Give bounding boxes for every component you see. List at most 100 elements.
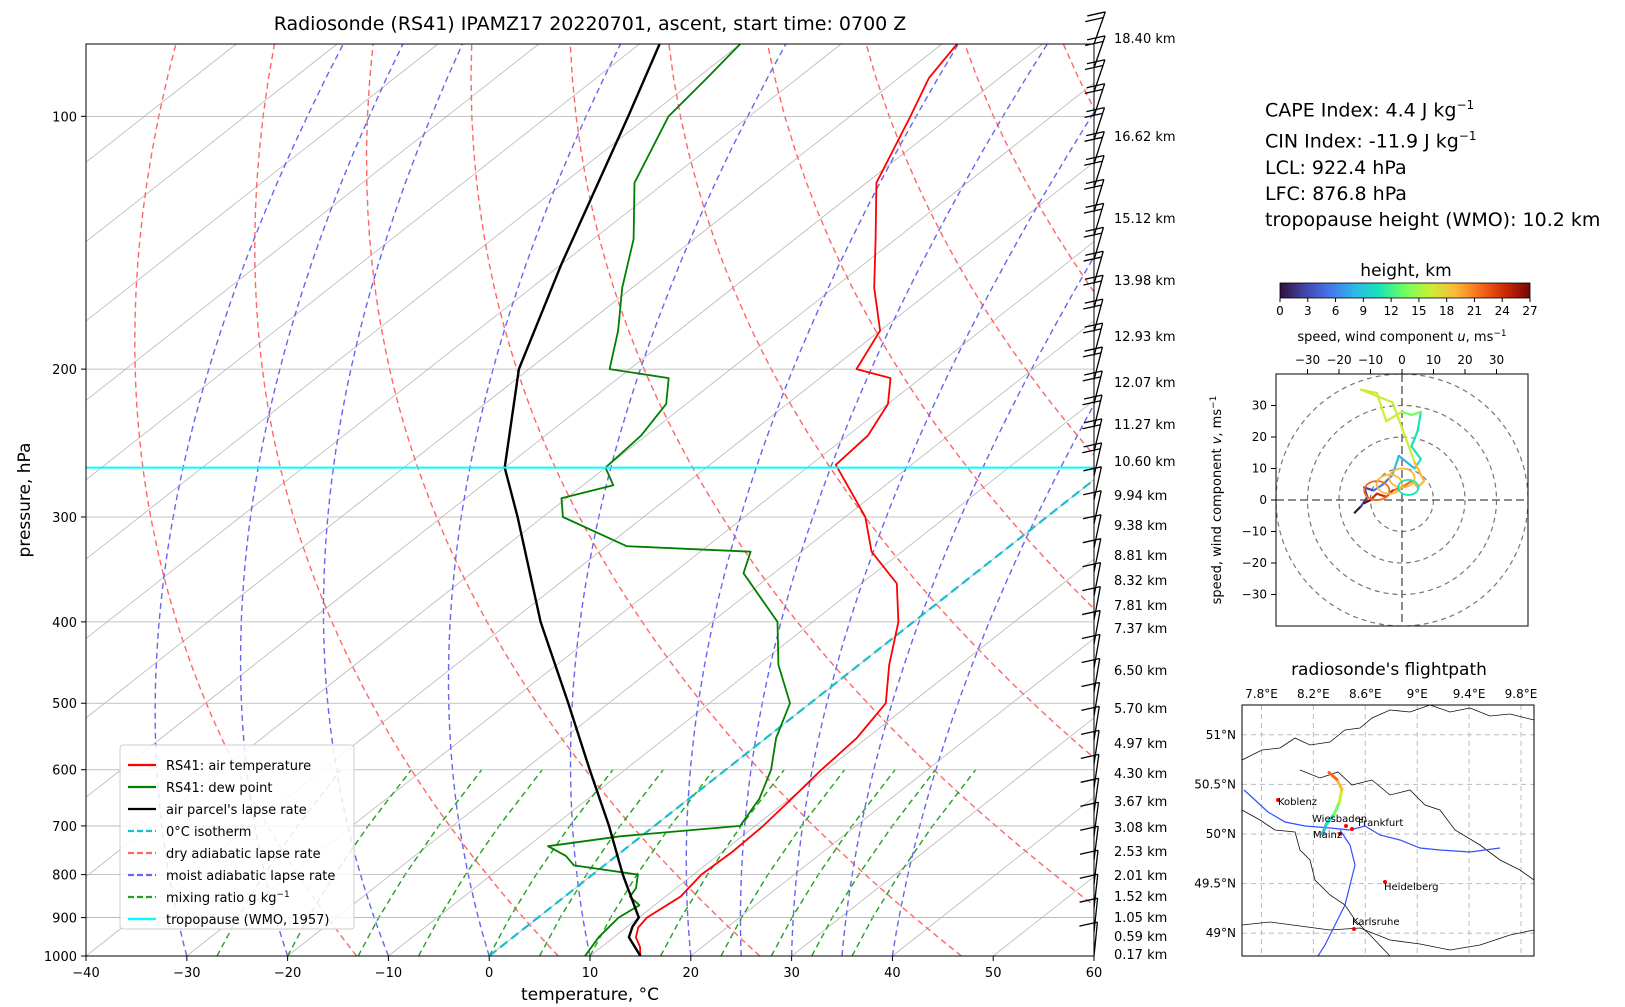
wind-barb	[1082, 585, 1101, 621]
wind-barb	[1079, 921, 1099, 957]
barb-flag	[1086, 83, 1105, 89]
moist-adiabat	[447, 44, 622, 956]
barb-flag	[1081, 609, 1101, 616]
wind-barb	[1081, 705, 1100, 741]
hodo-segment	[1400, 410, 1413, 417]
map-lat-label: 50.5°N	[1194, 777, 1236, 791]
barb-flag	[1082, 562, 1101, 568]
wind-barb	[1084, 154, 1105, 189]
colorbar-tick-label: 24	[1495, 304, 1510, 318]
map-river	[1243, 789, 1501, 853]
barb-flag	[1083, 184, 1103, 190]
barb-staff	[1093, 155, 1105, 189]
x-tick-label: 10	[582, 966, 599, 981]
lfc-value: LFC: 876.8 hPa	[1265, 182, 1407, 205]
hodograph-xlabel: speed, wind component u, ms−1	[1297, 329, 1506, 345]
wind-barb	[1081, 681, 1101, 717]
map-lat-label: 49.5°N	[1194, 877, 1236, 891]
barb-staff	[1093, 778, 1100, 813]
height-label: 9.38 km	[1114, 519, 1167, 534]
wind-barb	[1082, 394, 1103, 429]
map-border	[1242, 921, 1534, 951]
height-label: 3.08 km	[1114, 821, 1167, 836]
barb-staff	[1093, 179, 1105, 213]
hodo-x-tick-label: −10	[1358, 353, 1383, 367]
hodo-segment	[1397, 454, 1416, 470]
hodo-segment	[1375, 492, 1388, 498]
city-marker	[1338, 832, 1342, 836]
legend-item: dry adiabatic lapse rate	[128, 847, 321, 862]
barb-flag	[1079, 921, 1098, 927]
moist-adiabat	[739, 44, 1049, 956]
legend-item: RS41: air temperature	[128, 759, 311, 774]
barb-staff	[1093, 275, 1104, 309]
city-label: Mainz	[1313, 830, 1342, 841]
city-marker	[1383, 880, 1387, 884]
height-label: 0.17 km	[1114, 948, 1167, 963]
isotherm-line	[86, 44, 842, 640]
wind-barb	[1084, 107, 1106, 141]
barb-flag	[1084, 160, 1103, 166]
wind-barb	[1083, 466, 1103, 501]
skewt-legend: RS41: air temperature RS41: dew point air …	[119, 744, 355, 930]
barb-flag	[1083, 256, 1102, 262]
barb-flag	[1083, 418, 1102, 424]
barb-staff	[1093, 83, 1106, 117]
barb-flag	[1083, 232, 1102, 238]
barb-staff	[1093, 706, 1100, 741]
barb-staff	[1093, 514, 1102, 549]
height-label: 0.59 km	[1114, 930, 1167, 945]
wind-barb	[1084, 35, 1106, 69]
hodo-loop	[1388, 467, 1416, 489]
wind-barb	[1082, 322, 1104, 357]
barb-flag	[1083, 442, 1102, 448]
hodograph-axes: −30 −20 −10 0 10 20 30 30 20 10 0 −10 −20 −30	[1242, 353, 1504, 602]
x-tick-label: −20	[274, 966, 301, 981]
wind-barb	[1081, 657, 1101, 693]
barb-staff	[1093, 658, 1101, 693]
mixing-ratio-line	[538, 769, 664, 956]
wind-barb	[1083, 178, 1105, 213]
hodo-segment	[1359, 495, 1369, 508]
moist-adiabat	[322, 44, 464, 956]
barb-flag	[1086, 59, 1106, 65]
barb-flag	[1082, 352, 1102, 358]
isotherm-line	[690, 638, 1094, 956]
height-label: 3.67 km	[1114, 795, 1167, 810]
isotherm-line	[287, 320, 1094, 956]
barb-flag	[1080, 777, 1099, 783]
barb-flag	[1085, 226, 1104, 232]
barb-staff	[1093, 11, 1106, 45]
flight-track	[1332, 800, 1341, 816]
legend-item: 0°C isotherm	[128, 825, 251, 840]
barb-staff	[1093, 490, 1102, 525]
height-label: 9.94 km	[1114, 489, 1167, 504]
height-label: 1.05 km	[1114, 911, 1167, 926]
barb-flag	[1084, 88, 1103, 95]
city-marker	[1276, 798, 1280, 802]
sounding-stats: CAPE Index: 4.4 J kg−1 CIN Index: -11.9 …	[1265, 92, 1600, 233]
colorbar-tick-label: 12	[1383, 304, 1398, 318]
map-lon-label: 8.6°E	[1349, 687, 1382, 701]
barb-flag	[1084, 370, 1103, 376]
height-label: 12.07 km	[1114, 376, 1176, 391]
hodo-x-tick-label: −30	[1295, 353, 1320, 367]
barb-staff	[1093, 370, 1103, 405]
barb-staff	[1093, 850, 1099, 885]
barb-flag	[1084, 322, 1103, 328]
hodograph-plot	[1276, 374, 1528, 626]
barb-flag	[1085, 178, 1105, 185]
barb-staff	[1093, 754, 1100, 789]
mixing-ratio-line	[811, 769, 936, 956]
barb-staff	[1093, 394, 1103, 429]
map-lon-label: 9°E	[1407, 687, 1428, 701]
isotherm-line	[86, 44, 338, 243]
hodo-y-tick-label: 10	[1252, 462, 1267, 476]
wind-barb	[1081, 633, 1101, 669]
height-label: 18.40 km	[1114, 32, 1176, 47]
city-label: Karlsruhe	[1352, 917, 1400, 928]
hodo-segment	[1416, 410, 1423, 432]
isotherm-line	[86, 44, 539, 401]
y-tick-label: 600	[52, 764, 77, 779]
